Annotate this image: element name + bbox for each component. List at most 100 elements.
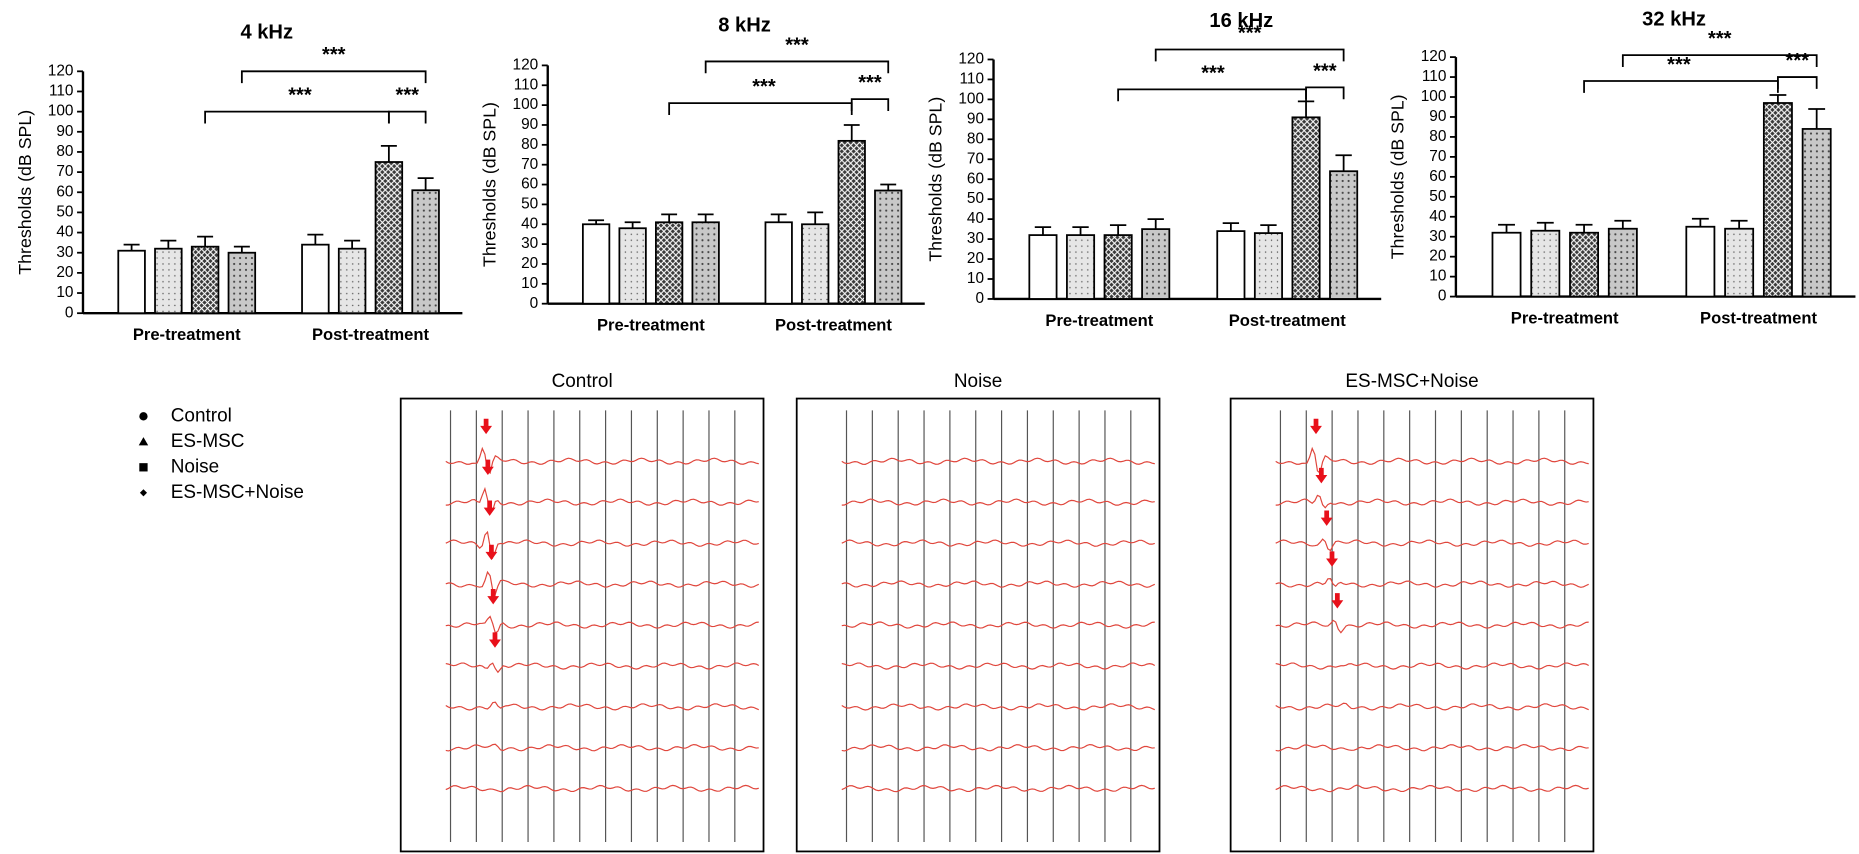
- significance-label: ***: [288, 85, 312, 107]
- error-bar: [698, 214, 714, 222]
- y-tick-label: 10: [56, 284, 73, 301]
- x-tick-label: Pre-treatment: [1511, 308, 1619, 327]
- bar: [1764, 103, 1792, 297]
- significance-label: ***: [1238, 22, 1262, 44]
- bar: [1067, 235, 1094, 299]
- error-bar: [771, 214, 787, 222]
- y-tick-label: 20: [1429, 248, 1446, 265]
- y-tick-label: 70: [1429, 148, 1446, 165]
- bar: [1570, 233, 1598, 297]
- panel-title: Control: [552, 371, 613, 392]
- legend-marker: [139, 463, 147, 471]
- y-tick-label: 40: [1429, 208, 1446, 225]
- y-tick-label: 120: [1421, 48, 1447, 65]
- significance-label: ***: [1786, 50, 1810, 72]
- bar: [1686, 227, 1714, 297]
- bar: [1217, 231, 1244, 299]
- y-tick-label: 30: [56, 244, 73, 261]
- y-tick-label: 0: [975, 290, 984, 307]
- y-tick-label: 80: [56, 143, 73, 160]
- x-tick-label: Post-treatment: [1700, 308, 1817, 327]
- y-tick-label: 70: [56, 163, 73, 180]
- y-axis-label: Thresholds (dB SPL): [925, 97, 945, 262]
- bar: [376, 162, 403, 313]
- y-tick-label: 40: [56, 224, 73, 241]
- error-bar: [1769, 95, 1786, 103]
- y-axis-label: Thresholds (dB SPL): [480, 102, 500, 267]
- bar: [192, 247, 219, 314]
- bar: [118, 251, 145, 313]
- error-bar: [1576, 225, 1593, 233]
- y-tick-label: 90: [967, 110, 984, 127]
- y-tick-label: 100: [48, 103, 74, 120]
- significance-label: ***: [785, 34, 809, 56]
- significance-bracket: [242, 71, 426, 83]
- bar: [155, 249, 182, 313]
- error-bar: [880, 185, 896, 191]
- panel-title: ES-MSC+Noise: [1345, 371, 1478, 392]
- y-tick-label: 110: [959, 71, 984, 88]
- y-axis-label: Thresholds (dB SPL): [15, 110, 35, 275]
- significance-bracket: [205, 112, 389, 124]
- y-tick-label: 110: [514, 76, 539, 93]
- x-tick-label: Pre-treatment: [133, 325, 241, 344]
- x-tick-label: Post-treatment: [775, 316, 892, 335]
- error-bar: [1335, 155, 1351, 171]
- y-tick-label: 90: [521, 116, 538, 133]
- bar: [229, 253, 256, 313]
- bar: [1609, 229, 1637, 297]
- error-bar: [1035, 227, 1051, 235]
- y-tick-label: 0: [1438, 288, 1447, 305]
- significance-label: ***: [1667, 54, 1691, 76]
- chart-title: 4 kHz: [240, 22, 293, 44]
- legend-label: ES-MSC+Noise: [171, 482, 304, 503]
- bar: [802, 224, 828, 303]
- legend-marker: [139, 437, 148, 445]
- bar: [1330, 171, 1357, 299]
- bar: [1725, 229, 1753, 297]
- significance-label: ***: [752, 76, 776, 98]
- y-tick-label: 90: [56, 123, 73, 140]
- error-bar: [1498, 225, 1515, 233]
- y-tick-label: 60: [56, 183, 73, 200]
- error-bar: [844, 125, 860, 141]
- x-tick-label: Pre-treatment: [597, 316, 705, 335]
- significance-bracket: [389, 112, 426, 124]
- legend-marker: [139, 412, 147, 420]
- y-tick-label: 0: [530, 295, 539, 312]
- y-tick-label: 60: [967, 170, 984, 187]
- significance-bracket: [669, 103, 852, 115]
- y-tick-label: 30: [1429, 228, 1446, 245]
- legend-label: ES-MSC: [171, 431, 245, 452]
- y-tick-label: 50: [967, 190, 984, 207]
- y-tick-label: 120: [48, 62, 74, 79]
- chart-title: 8 kHz: [718, 15, 771, 37]
- y-tick-label: 120: [958, 51, 984, 68]
- y-tick-label: 100: [513, 96, 539, 113]
- y-tick-label: 50: [521, 195, 538, 212]
- y-tick-label: 10: [1429, 268, 1446, 285]
- y-tick-label: 80: [1429, 128, 1446, 145]
- bar: [656, 222, 682, 303]
- significance-label: ***: [1708, 28, 1732, 50]
- y-tick-label: 30: [967, 230, 984, 247]
- error-bar: [1223, 223, 1239, 231]
- page: 4 kHz Thresholds (dB SPL) 0 10 20 30 40 50 60 70 8…: [0, 0, 1859, 854]
- error-bar: [625, 222, 641, 228]
- y-tick-label: 120: [513, 56, 539, 73]
- legend-label: Noise: [171, 456, 219, 477]
- y-tick-label: 20: [967, 250, 984, 267]
- bar: [583, 224, 609, 303]
- error-bar: [234, 247, 250, 253]
- significance-label: ***: [395, 85, 419, 107]
- significance-bracket: [1118, 89, 1306, 101]
- bar: [875, 191, 901, 304]
- y-tick-label: 40: [967, 210, 984, 227]
- significance-bracket: [1778, 77, 1817, 89]
- bar: [1105, 235, 1132, 299]
- significance-label: ***: [858, 72, 882, 94]
- bar: [412, 190, 439, 313]
- error-bar: [381, 146, 397, 162]
- error-bar: [160, 241, 176, 249]
- error-bar: [1072, 227, 1088, 235]
